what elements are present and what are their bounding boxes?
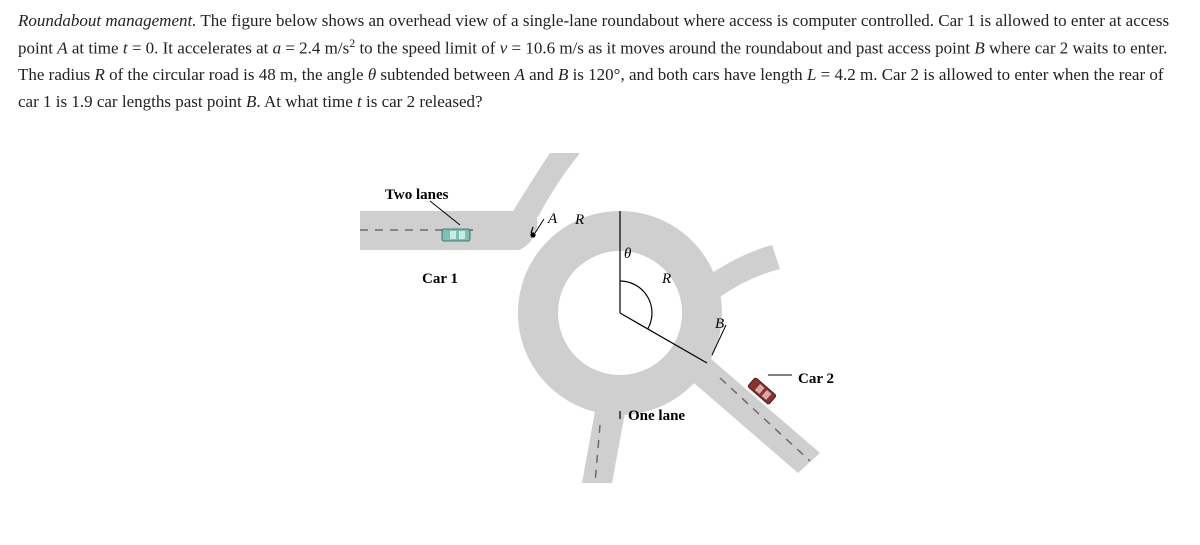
var-R: R bbox=[94, 65, 104, 84]
text-part-1: at time bbox=[68, 39, 123, 58]
var-B2: B bbox=[558, 65, 568, 84]
var-L: L bbox=[807, 65, 816, 84]
var-a: a bbox=[273, 39, 282, 58]
text-part-5: = 10.6 m/s as it moves around the rounda… bbox=[507, 39, 974, 58]
var-A2: A bbox=[515, 65, 525, 84]
text-part-13: is car 2 released? bbox=[362, 92, 483, 111]
roundabout-figure: Two lanes Car 1 A R R θ B Car 2 One lane bbox=[360, 143, 840, 483]
label-theta: θ bbox=[624, 243, 631, 266]
label-car2: Car 2 bbox=[798, 368, 834, 391]
label-R1: R bbox=[575, 209, 584, 232]
label-two-lanes: Two lanes bbox=[385, 184, 448, 207]
label-one-lane: One lane bbox=[628, 405, 685, 428]
text-part-4: to the speed limit of bbox=[355, 39, 499, 58]
text-part-3: = 2.4 m/s bbox=[281, 39, 349, 58]
label-car1: Car 1 bbox=[422, 268, 458, 291]
var-B: B bbox=[974, 39, 984, 58]
text-part-10: is 120°, and both cars have length bbox=[568, 65, 807, 84]
text-part-9: and bbox=[525, 65, 558, 84]
figure-container: Two lanes Car 1 A R R θ B Car 2 One lane bbox=[18, 143, 1182, 483]
text-part-12: . At what time bbox=[256, 92, 357, 111]
text-part-2: = 0. It accelerates at bbox=[128, 39, 273, 58]
problem-title: Roundabout management. bbox=[18, 11, 196, 30]
var-B3: B bbox=[246, 92, 256, 111]
label-A: A bbox=[548, 208, 557, 231]
text-part-8: subtended between bbox=[376, 65, 514, 84]
point-A-dot bbox=[530, 232, 535, 237]
label-R2: R bbox=[662, 268, 671, 291]
car1-icon bbox=[442, 229, 470, 241]
var-theta: θ bbox=[368, 65, 376, 84]
problem-paragraph: Roundabout management. The figure below … bbox=[18, 8, 1182, 115]
label-B: B bbox=[715, 313, 724, 336]
var-A: A bbox=[57, 39, 67, 58]
text-part-7: of the circular road is 48 m, the angle bbox=[105, 65, 368, 84]
